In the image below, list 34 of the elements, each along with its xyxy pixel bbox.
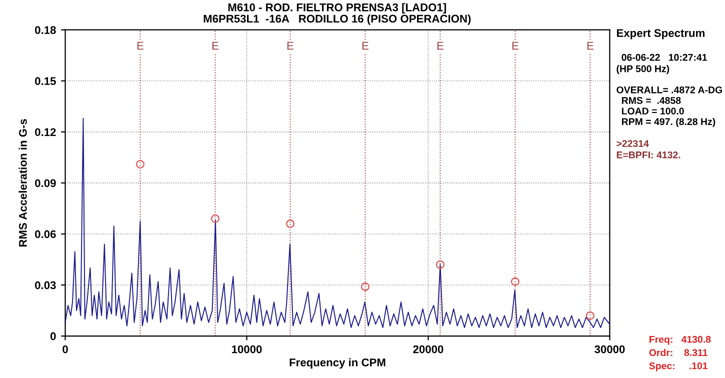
text: RPM = 497. (8.28 Hz)	[622, 118, 716, 128]
x-tick-label: 0	[62, 345, 68, 354]
chart-title: M610 - ROD. FIELTRO PRENSA3 [LADO1]	[228, 3, 446, 14]
y-tick-label: 0.09	[35, 179, 56, 188]
text: E=BPFI: 4132.	[616, 151, 680, 158]
ref-line-label: E	[437, 42, 444, 50]
x-tick-label: 30000	[594, 345, 625, 354]
y-tick-label: 0.15	[35, 77, 56, 86]
ref-line-label: E	[287, 42, 294, 50]
y-tick-label: 0.03	[35, 281, 56, 290]
ref-line-label: E	[512, 42, 518, 50]
y-tick-label: 0.06	[35, 230, 56, 238]
text: RMS = .4858	[622, 97, 681, 104]
ref-line-label: E	[137, 42, 144, 50]
text: (HP 500 Hz)	[616, 65, 670, 74]
y-tick-label: 0.12	[35, 128, 56, 136]
ref-line-label: E	[362, 42, 368, 50]
x-tick-label: 10000	[232, 345, 262, 354]
text: LOAD = 100.0	[622, 108, 684, 114]
text: Freq: 4130.8	[650, 336, 711, 345]
text: Spec: .101	[649, 362, 708, 372]
chart-subtitle: M6PR53L1 -16A RODILLO 16 (PISO OPERACION)	[204, 14, 471, 25]
text: 06-06-22 10:27:41	[622, 54, 707, 61]
ref-line-label: E	[212, 42, 218, 50]
x-axis-title: Frequency in CPM	[290, 358, 386, 369]
text: Expert Spectrum	[616, 29, 704, 40]
y-tick-label: 0	[50, 332, 56, 340]
text: OVERALL= .4872 A-DG	[616, 86, 722, 94]
text: >22314	[616, 140, 649, 148]
x-tick-label: 20000	[413, 345, 444, 354]
y-tick-label: 0.18	[35, 26, 56, 34]
ref-line-label: E	[587, 42, 594, 50]
y-axis-title: RMS Acceleration in G-s	[18, 119, 27, 247]
text: Ordr: 8.311	[649, 348, 708, 356]
